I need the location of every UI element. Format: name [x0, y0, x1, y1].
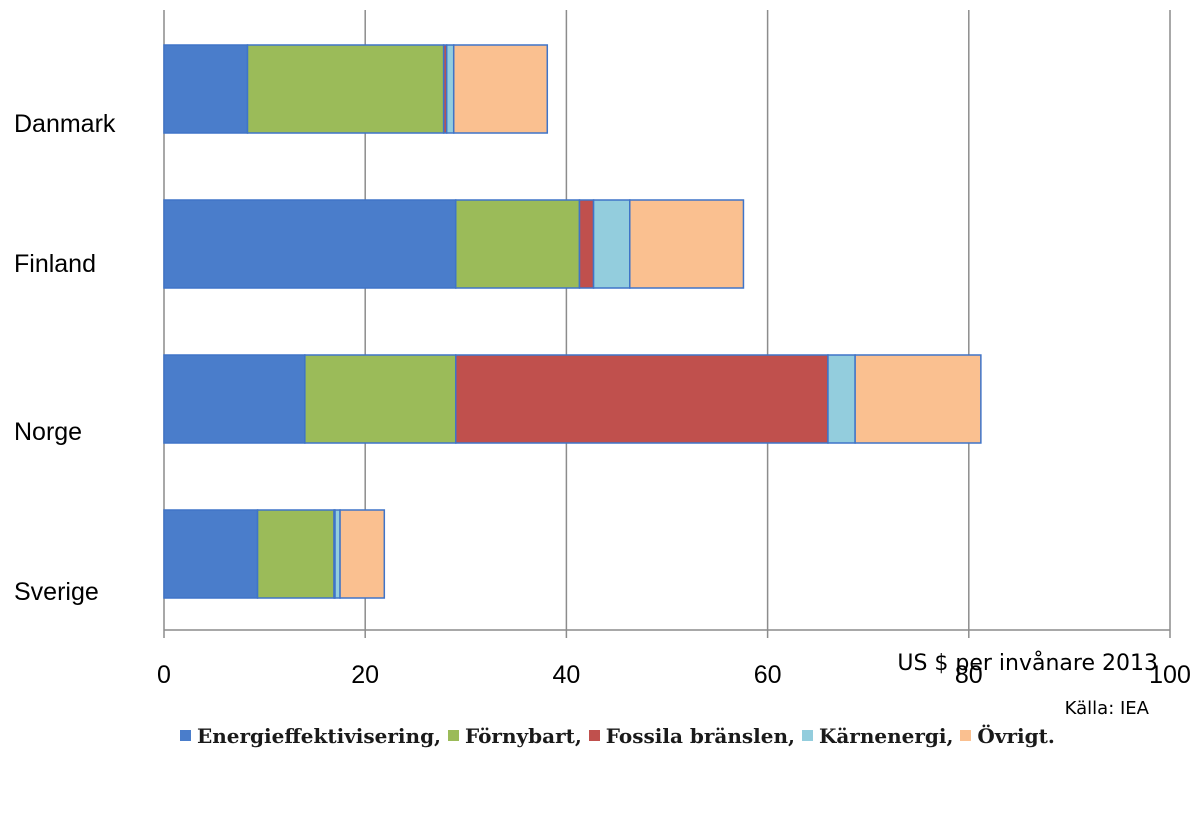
- bar-segment-sverige-4: [339, 509, 386, 599]
- x-tick-label: 80: [955, 661, 983, 689]
- bar-segment-danmark-0: [163, 44, 249, 134]
- bar-segment-finland-3: [592, 199, 631, 289]
- bar-segment-danmark-3: [445, 44, 455, 134]
- legend-label: Förnybart,: [464, 723, 582, 748]
- bar-segment-finland-1: [454, 199, 581, 289]
- legend-swatch: [180, 730, 191, 741]
- legend-item: Kärnenergi,: [801, 723, 954, 748]
- legend-swatch: [960, 730, 972, 741]
- bar-segment-norge-1: [304, 354, 457, 444]
- category-labels: Danmark Finland Norge Sverige: [14, 110, 116, 606]
- legend-swatch: [588, 730, 600, 741]
- bar-segment-finland-0: [163, 199, 457, 289]
- x-tick-label: 20: [351, 661, 379, 689]
- legend: Energieffektivisering, Förnybart, Fossil…: [180, 722, 1080, 752]
- bar-segment-norge-2: [454, 354, 829, 444]
- bar-segment-danmark-1: [246, 44, 445, 134]
- legend-item: Fossila bränslen,: [588, 723, 795, 748]
- legend-item: Energieffektivisering,: [180, 724, 441, 748]
- bar-segment-finland-4: [629, 199, 745, 289]
- x-tick-label: 0: [157, 661, 171, 689]
- legend-label: Energieffektivisering,: [197, 723, 442, 748]
- legend-swatch: [801, 730, 813, 741]
- x-axis-label: US $ per invånare 2013: [897, 650, 1158, 676]
- legend-label: Fossila bränslen,: [605, 723, 795, 748]
- bar-segment-finland-2: [578, 199, 595, 289]
- category-label-norge: Norge: [14, 418, 82, 446]
- category-label-danmark: Danmark: [14, 110, 116, 138]
- x-axis: 0 20 40 60 80 100: [157, 629, 1191, 689]
- source-label: Källa: IEA: [1065, 698, 1150, 719]
- legend-swatch: [447, 730, 459, 741]
- legend-item: Övrigt.: [960, 723, 1055, 748]
- bar-segment-norge-4: [854, 354, 982, 444]
- legend-label: Övrigt.: [977, 723, 1055, 748]
- category-label-finland: Finland: [14, 250, 96, 278]
- bar-segment-norge-3: [827, 354, 856, 444]
- bar-segment-sverige-0: [163, 509, 259, 599]
- bar-segment-norge-0: [163, 354, 306, 444]
- bar-segment-danmark-4: [452, 44, 549, 134]
- bars: [163, 44, 982, 599]
- x-tick-label: 60: [754, 661, 782, 689]
- legend-label: Kärnenergi,: [818, 723, 954, 748]
- category-label-sverige: Sverige: [14, 578, 99, 606]
- bar-segment-sverige-1: [256, 509, 335, 599]
- x-tick-label: 100: [1149, 661, 1191, 689]
- bar-segment-sverige-3: [334, 509, 341, 599]
- legend-item: Förnybart,: [447, 723, 582, 748]
- x-tick-label: 40: [552, 661, 580, 689]
